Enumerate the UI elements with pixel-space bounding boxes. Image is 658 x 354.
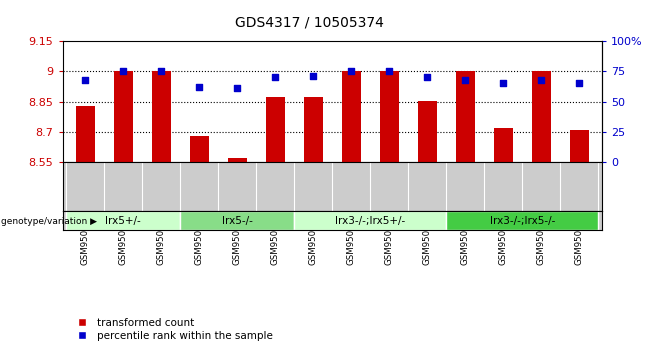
Bar — [494, 128, 513, 162]
Point — [346, 68, 357, 74]
Bar — [114, 71, 133, 162]
Bar — [152, 71, 171, 162]
Text: lrx3-/-;lrx5-/-: lrx3-/-;lrx5-/- — [490, 216, 555, 225]
Text: GDS4317 / 10505374: GDS4317 / 10505374 — [235, 16, 384, 30]
Bar — [532, 71, 551, 162]
Point — [232, 85, 243, 91]
Point — [270, 74, 280, 80]
Text: lrx5-/-: lrx5-/- — [222, 216, 253, 225]
Point — [422, 74, 432, 80]
Point — [384, 68, 395, 74]
Text: lrx5+/-: lrx5+/- — [105, 216, 141, 225]
Text: genotype/variation ▶: genotype/variation ▶ — [1, 217, 97, 226]
Bar — [228, 158, 247, 162]
Bar — [380, 71, 399, 162]
Bar — [342, 71, 361, 162]
Point — [460, 77, 470, 82]
Point — [118, 68, 128, 74]
Bar — [76, 105, 95, 162]
Bar — [418, 101, 437, 162]
Bar — [266, 97, 285, 162]
Bar — [66, 211, 180, 230]
Point — [156, 68, 166, 74]
Point — [194, 84, 205, 90]
Point — [574, 80, 584, 86]
Text: lrx3-/-;lrx5+/-: lrx3-/-;lrx5+/- — [335, 216, 405, 225]
Bar — [446, 211, 598, 230]
Bar — [456, 71, 475, 162]
Point — [498, 80, 509, 86]
Bar — [570, 130, 589, 162]
Point — [308, 73, 318, 79]
Bar — [180, 211, 294, 230]
Bar — [304, 97, 323, 162]
Point — [80, 77, 91, 82]
Bar — [294, 211, 446, 230]
Point — [536, 77, 547, 82]
Bar — [190, 136, 209, 162]
Legend: transformed count, percentile rank within the sample: transformed count, percentile rank withi… — [68, 314, 277, 345]
